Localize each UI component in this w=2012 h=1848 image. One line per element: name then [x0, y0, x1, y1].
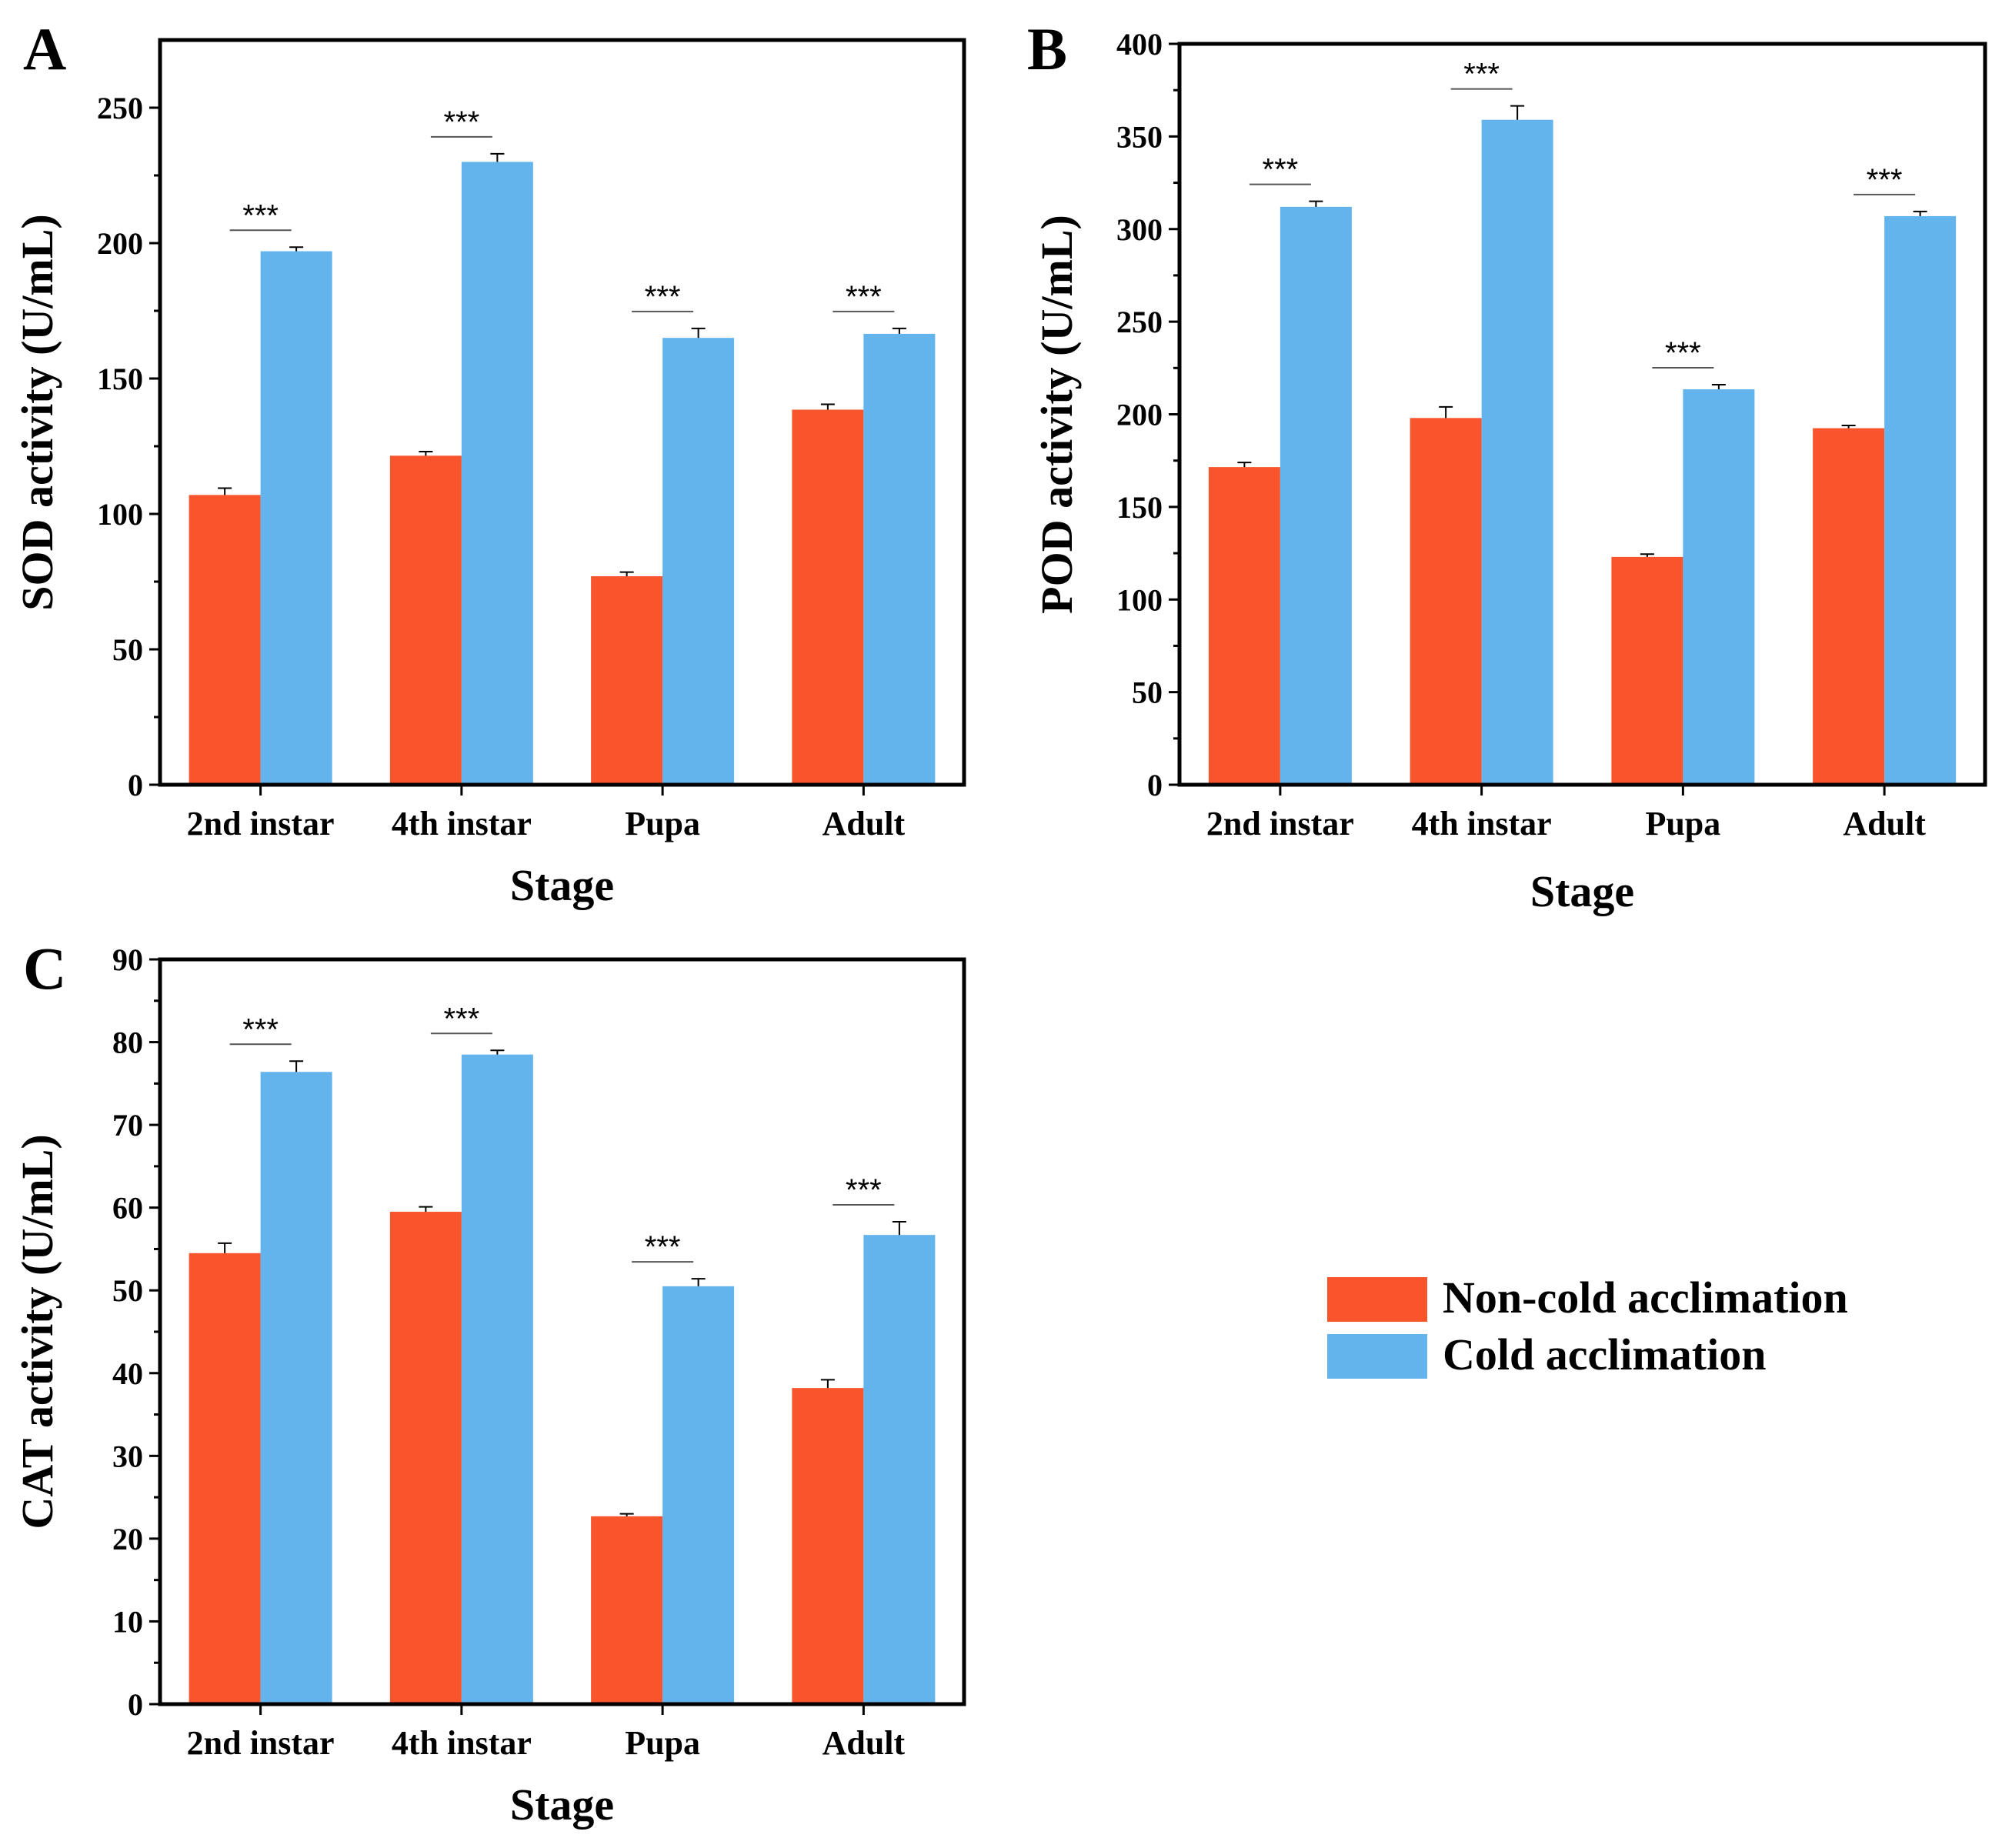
bar-cold — [863, 333, 936, 785]
x-tick-label: 4th instar — [1412, 805, 1552, 842]
y-tick-label: 200 — [97, 226, 143, 261]
bar-non-cold — [1410, 418, 1482, 785]
x-axis-title: Stage — [510, 1780, 614, 1830]
y-tick-label: 300 — [1116, 212, 1163, 247]
y-tick-label: 30 — [112, 1439, 143, 1473]
bar-non-cold — [389, 1212, 462, 1704]
x-tick-label: 4th instar — [392, 805, 532, 842]
y-axis-title: SOD activity (U/mL) — [12, 214, 62, 611]
y-tick-label: 250 — [97, 91, 143, 125]
y-tick-label: 0 — [128, 768, 143, 802]
x-tick-label: 4th instar — [392, 1724, 532, 1762]
y-tick-label: 0 — [1147, 768, 1163, 802]
y-tick-label: 400 — [1116, 27, 1163, 62]
y-tick-label: 10 — [112, 1604, 143, 1639]
y-tick-label: 100 — [97, 497, 143, 532]
bar-cold — [260, 1072, 332, 1704]
x-tick-label: 2nd instar — [1206, 805, 1354, 842]
y-tick-label: 350 — [1116, 119, 1163, 154]
y-axis-title: CAT activity (U/mL) — [12, 1134, 62, 1529]
plot-frame — [158, 957, 966, 1706]
significance-label: *** — [645, 1230, 681, 1264]
y-tick-label: 60 — [112, 1191, 143, 1226]
y-axis-title: POD activity (U/mL) — [1032, 215, 1082, 614]
significance-label: *** — [1867, 163, 1903, 197]
panel-a: *** 2nd instar *** 4th instar *** Pupa *** Adul… — [12, 15, 966, 910]
bar-cold — [662, 338, 735, 785]
legend-label: Non-cold acclimation — [1443, 1273, 1848, 1323]
panel-b: *** 2nd instar *** 4th instar *** Pupa *** Adul… — [1027, 15, 1987, 916]
significance-label: *** — [444, 105, 480, 139]
significance-label: *** — [1263, 153, 1299, 187]
bar-cold — [1884, 215, 1957, 786]
significance-label: *** — [846, 280, 882, 314]
significance-label: *** — [846, 1173, 882, 1207]
x-tick-label: Adult — [822, 805, 906, 842]
bar-non-cold — [1208, 467, 1280, 785]
y-tick-label: 150 — [97, 362, 143, 396]
bar-non-cold — [792, 409, 864, 785]
panel-label: C — [23, 935, 66, 1002]
legend-label: Cold acclimation — [1443, 1329, 1766, 1379]
panel-c: *** 2nd instar *** 4th instar *** Pupa *** Adul… — [12, 935, 966, 1830]
y-tick-label: 50 — [112, 1273, 143, 1308]
y-tick-label: 200 — [1116, 398, 1163, 432]
legend-swatch — [1327, 1277, 1427, 1322]
significance-label: *** — [242, 1012, 279, 1046]
bar-cold — [461, 162, 533, 785]
legend-swatch — [1327, 1334, 1427, 1379]
significance-label: *** — [1665, 336, 1701, 370]
bar-non-cold — [189, 495, 261, 785]
y-tick-label: 50 — [112, 632, 143, 667]
x-tick-label: 2nd instar — [187, 1724, 335, 1762]
x-axis-title: Stage — [1530, 866, 1634, 916]
x-tick-label: Adult — [822, 1724, 906, 1762]
bar-cold — [461, 1054, 533, 1704]
legend: Non-cold acclimation Cold acclimation — [1327, 1273, 1848, 1379]
x-axis-title: Stage — [510, 860, 614, 910]
panel-label: A — [23, 15, 66, 82]
bar-non-cold — [1611, 556, 1683, 785]
x-tick-label: Adult — [1843, 805, 1926, 842]
bar-non-cold — [591, 575, 663, 785]
bar-non-cold — [1813, 428, 1885, 785]
bar-cold — [260, 251, 332, 785]
bar-cold — [863, 1235, 936, 1704]
significance-label: *** — [645, 280, 681, 314]
bar-cold — [1683, 389, 1755, 785]
bar-non-cold — [389, 455, 462, 785]
y-tick-label: 150 — [1116, 490, 1163, 525]
bar-non-cold — [591, 1516, 663, 1704]
x-tick-label: 2nd instar — [187, 805, 335, 842]
x-tick-label: Pupa — [625, 1724, 700, 1762]
y-tick-label: 50 — [1132, 675, 1163, 710]
y-tick-label: 40 — [112, 1356, 143, 1391]
bar-cold — [1481, 119, 1553, 785]
y-tick-label: 0 — [128, 1687, 143, 1722]
y-tick-label: 250 — [1116, 305, 1163, 339]
y-tick-label: 80 — [112, 1026, 143, 1060]
bar-cold — [662, 1286, 735, 1704]
significance-label: *** — [444, 1002, 480, 1036]
bar-non-cold — [792, 1388, 864, 1704]
y-tick-label: 20 — [112, 1522, 143, 1556]
y-tick-label: 100 — [1116, 582, 1163, 617]
bar-cold — [1280, 206, 1352, 785]
plot-frame — [1177, 42, 1987, 787]
plot-frame — [158, 38, 966, 787]
panel-label: B — [1027, 15, 1067, 82]
x-tick-label: Pupa — [1645, 805, 1720, 842]
bar-non-cold — [189, 1253, 261, 1704]
significance-label: *** — [1463, 58, 1500, 92]
y-tick-label: 70 — [112, 1108, 143, 1142]
significance-label: *** — [242, 198, 279, 232]
x-tick-label: Pupa — [625, 805, 700, 842]
y-tick-label: 90 — [112, 942, 143, 977]
